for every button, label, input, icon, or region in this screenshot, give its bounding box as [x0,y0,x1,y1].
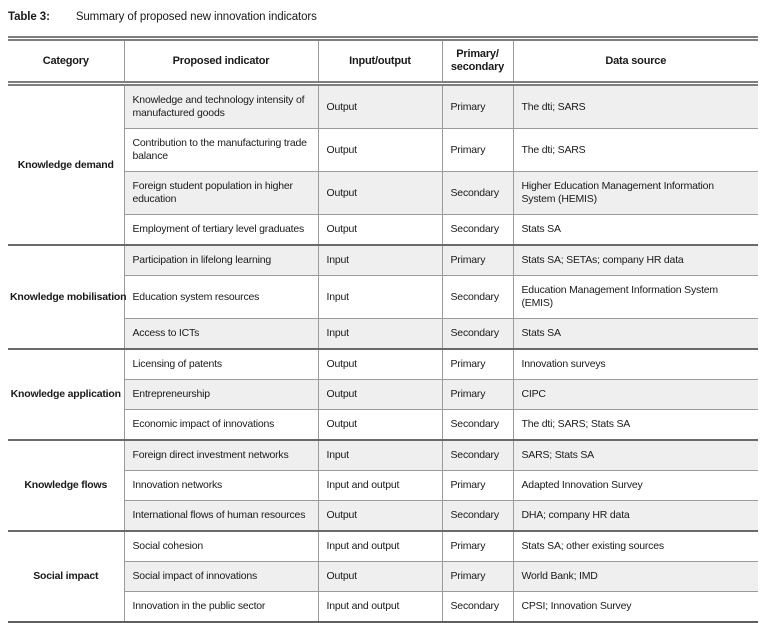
table-row: Contribution to the manufacturing trade … [8,128,758,172]
data-source-cell: The dti; SARS; Stats SA [512,409,758,440]
input-output-cell: Input [317,439,442,471]
primary-secondary-cell: Secondary [441,500,513,531]
input-output-cell: Output [317,379,442,410]
data-source-cell: Education Management Information System … [512,275,758,319]
input-output-cell: Output [317,409,442,440]
data-source-cell: DHA; company HR data [512,500,758,531]
table-row: Access to ICTs Input Secondary Stats SA [8,318,758,349]
data-source-cell: The dti; SARS [512,82,758,129]
indicator-cell: Economic impact of innovations [123,409,318,440]
data-source-cell: Stats SA [512,318,758,349]
header-input-output: Input/output [317,38,442,86]
primary-secondary-cell: Secondary [441,171,513,215]
category-cell: Knowledge flows [8,439,125,531]
table-row: Employment of tertiary level graduates Ou… [8,214,758,245]
indicator-cell: Entrepreneurship [123,379,318,410]
primary-secondary-cell: Secondary [441,409,513,440]
indicator-cell: Contribution to the manufacturing trade … [123,128,318,172]
indicator-cell: Social impact of innovations [123,561,318,592]
header-primary-secondary: Primary/ secondary [441,38,513,86]
indicator-cell: Foreign direct investment networks [123,439,318,471]
data-source-cell: Stats SA; SETAs; company HR data [512,244,758,276]
header-data-source: Data source [512,38,758,86]
indicator-cell: Employment of tertiary level graduates [123,214,318,245]
data-source-cell: CIPC [512,379,758,410]
data-source-cell: Higher Education Management Information … [512,171,758,215]
indicator-cell: Access to ICTs [123,318,318,349]
input-output-cell: Input [317,275,442,319]
table-row: Entrepreneurship Output Primary CIPC [8,379,758,410]
primary-secondary-cell: Primary [441,379,513,410]
input-output-cell: Output [317,500,442,531]
input-output-cell: Output [317,82,442,129]
indicators-tbody: Knowledge demand Knowledge and technology… [8,82,758,622]
input-output-cell: Input [317,318,442,349]
category-cell: Knowledge demand [8,82,125,245]
primary-secondary-cell: Primary [441,82,513,129]
table-caption-text: Summary of proposed new innovation indic… [75,11,317,23]
primary-secondary-cell: Secondary [441,318,513,349]
input-output-cell: Input [317,244,442,276]
category-cell: Knowledge application [8,348,125,440]
table-row: Economic impact of innovations Output Seco… [8,409,758,440]
indicator-cell: Knowledge and technology intensity of ma… [123,82,318,129]
table-row: Knowledge demand Knowledge and technology… [8,82,758,245]
table-row: Knowledge mobilisation Participation in l… [8,244,758,349]
primary-secondary-cell: Primary [441,128,513,172]
primary-secondary-cell: Primary [441,561,513,592]
primary-secondary-cell: Secondary [441,275,513,319]
primary-secondary-cell: Primary [441,470,513,501]
table-row: Knowledge application Licensing of patent… [8,348,758,440]
indicator-cell: Foreign student population in higher edu… [123,171,318,215]
table-row: Social impact Social cohesion Input and ou… [8,530,758,622]
input-output-cell: Output [317,171,442,215]
indicator-cell: Innovation in the public sector [123,591,318,622]
input-output-cell: Output [317,214,442,245]
table-caption-label: Table 3: [8,11,50,23]
category-cell: Knowledge mobilisation [8,244,127,349]
input-output-cell: Input and output [317,530,442,562]
input-output-cell: Input and output [317,470,442,501]
primary-secondary-cell: Secondary [441,591,513,622]
table-caption: Table 3: Summary of proposed new innovati… [8,11,758,23]
primary-secondary-cell: Primary [441,348,513,380]
header-proposed-indicator: Proposed indicator [123,38,318,86]
data-source-cell: CPSI; Innovation Survey [512,591,758,622]
input-output-cell: Output [317,561,442,592]
data-source-cell: Stats SA; other existing sources [512,530,758,562]
data-source-cell: Stats SA [512,214,758,245]
data-source-cell: Adapted Innovation Survey [512,470,758,501]
table-row: Innovation networks Input and output Prima… [8,470,758,501]
indicators-table: Category Proposed indicator Input/output… [8,36,758,623]
indicator-cell: Social cohesion [123,530,318,562]
data-source-cell: Innovation surveys [512,348,758,380]
table-row: Social impact of innovations Output Primar… [8,561,758,592]
indicator-cell: International flows of human resources [123,500,318,531]
input-output-cell: Output [317,348,442,380]
table-header: Category Proposed indicator Input/output… [8,38,758,86]
input-output-cell: Output [317,128,442,172]
data-source-cell: SARS; Stats SA [512,439,758,471]
input-output-cell: Input and output [317,591,442,622]
table-row: International flows of human resources Ou… [8,500,758,531]
indicator-cell: Innovation networks [123,470,318,501]
indicator-cell: Education system resources [123,275,318,319]
primary-secondary-cell: Secondary [441,214,513,245]
data-source-cell: The dti; SARS [512,128,758,172]
header-category: Category [8,38,124,86]
header-row: Category Proposed indicator Input/output… [8,38,758,86]
data-source-cell: World Bank; IMD [512,561,758,592]
primary-secondary-cell: Primary [441,530,513,562]
table-row: Foreign student population in higher edu… [8,171,758,215]
primary-secondary-cell: Secondary [441,439,513,471]
category-cell: Social impact [8,530,125,622]
indicator-cell: Participation in lifelong learning [123,244,318,276]
table-row: Innovation in the public sector Input and… [8,591,758,622]
table-row: Knowledge flows Foreign direct investment… [8,439,758,531]
primary-secondary-cell: Primary [441,244,513,276]
indicator-cell: Licensing of patents [123,348,318,380]
table-row: Education system resources Input Secondary… [8,275,758,319]
